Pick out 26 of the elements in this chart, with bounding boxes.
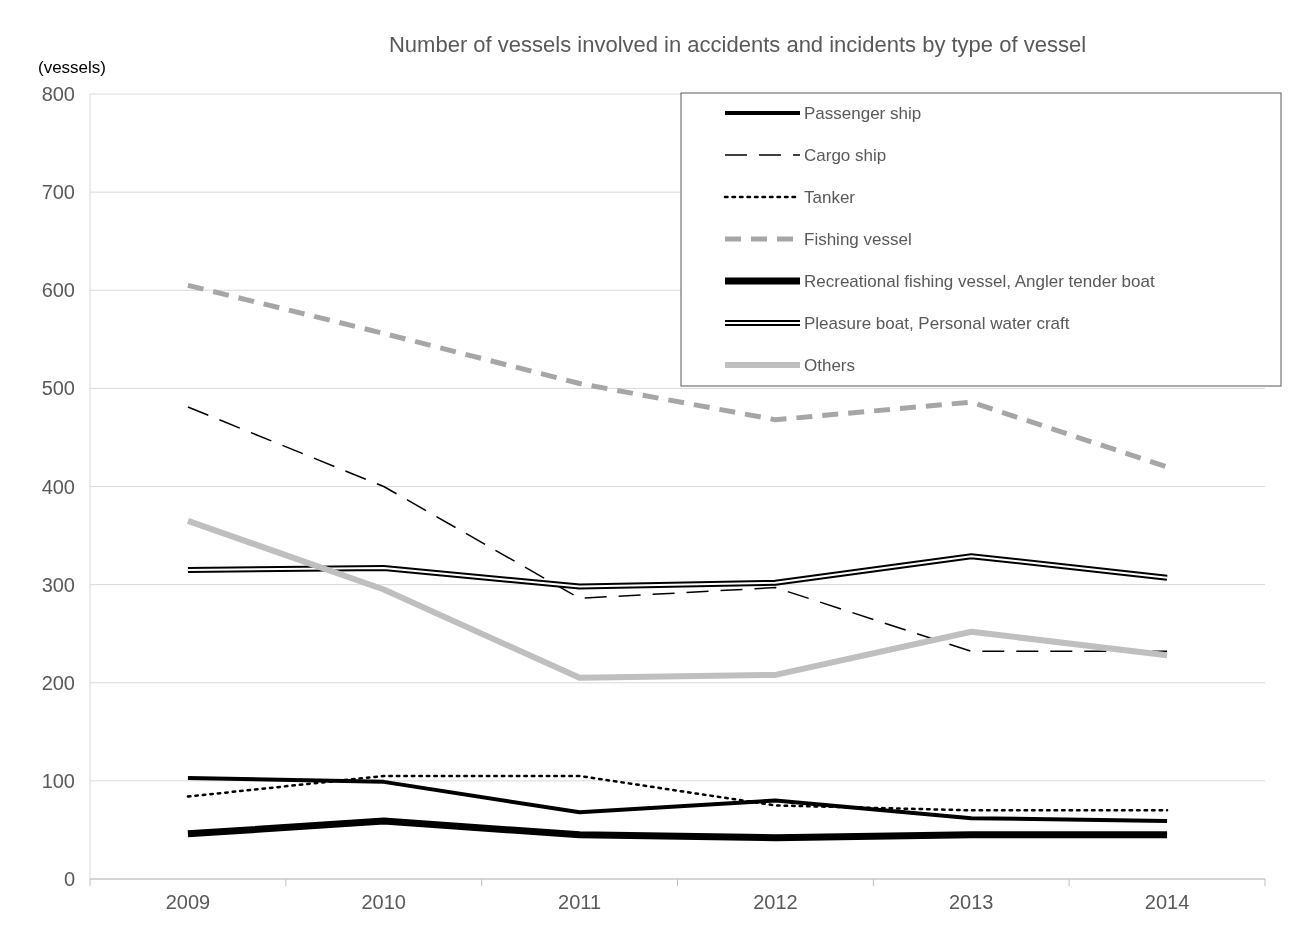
x-tick-label: 2009: [165, 891, 211, 913]
y-tick-label: 100: [41, 769, 75, 792]
legend-label: Pleasure boat, Personal water craft: [804, 313, 1070, 333]
x-tick-label: 2010: [361, 891, 406, 913]
y-tick-label: 200: [41, 671, 75, 694]
legend-label: Fishing vessel: [804, 229, 912, 249]
legend-label: Tanker: [804, 187, 856, 207]
x-tick-label: 2011: [558, 891, 602, 913]
line-series: [187, 406, 1168, 653]
legend-label: Cargo ship: [804, 145, 887, 165]
x-tick-label: 2014: [1144, 891, 1190, 913]
y-tick-label: 600: [41, 279, 75, 302]
legend-label: Recreational fishing vessel, Angler tender boat: [804, 271, 1155, 291]
legend-label: Passenger ship: [804, 103, 922, 123]
y-tick-label: 700: [41, 181, 75, 204]
chart-title: Number of vessels involved in accidents and incidents by type of vessel: [388, 32, 1087, 57]
line-series: [185, 775, 1170, 824]
y-tick-label: 300: [41, 573, 75, 596]
x-tick-label: 2013: [949, 891, 994, 913]
y-tick-label: 400: [41, 475, 75, 498]
y-axis-title: (vessels): [38, 58, 107, 77]
legend-label: Others: [804, 355, 856, 375]
x-tick-label: 2012: [753, 891, 798, 913]
y-tick-label: 0: [63, 868, 75, 890]
y-tick-label: 800: [41, 83, 75, 105]
y-tick-label: 500: [41, 377, 75, 400]
